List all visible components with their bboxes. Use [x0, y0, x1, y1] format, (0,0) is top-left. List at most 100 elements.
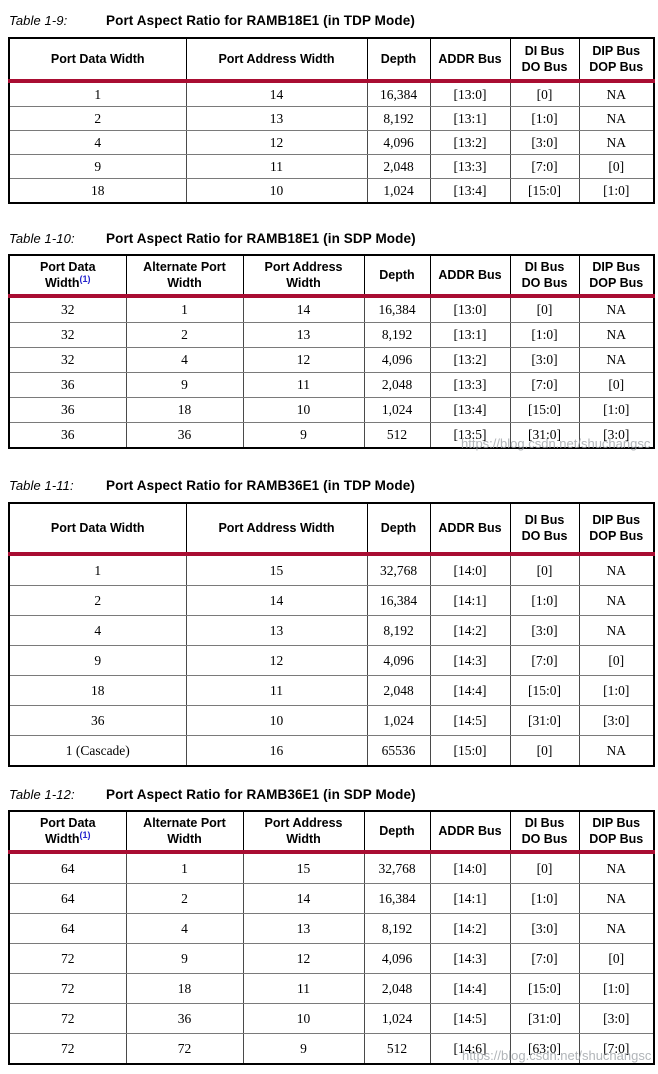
table-cell: [14:3]	[429, 943, 511, 974]
col-header-port-address-width: Port Address Width	[185, 37, 368, 83]
table-row: 64 1 15 32,768 [14:0] [0] NA	[8, 851, 655, 884]
col-header-alternate-port-width: Alternate Port Width	[125, 254, 244, 298]
col-header-depth: Depth	[363, 254, 431, 298]
table-cell: 10	[185, 705, 368, 736]
table-1-9-section: Table 1-9: Port Aspect Ratio for RAMB18E…	[8, 13, 655, 204]
table-cell: 36	[8, 422, 127, 449]
table-cell: [3:0]	[509, 130, 580, 155]
table-cell: [14:0]	[429, 553, 511, 586]
table-cell: [13:3]	[429, 154, 511, 179]
table-1-12-section: Table 1-12: Port Aspect Ratio for RAMB36…	[8, 787, 655, 1065]
col-header-port-data-width: Port Data Width	[8, 37, 187, 83]
table-cell: [3:0]	[509, 913, 580, 944]
table-cell: 1	[125, 851, 244, 884]
table-cell: [14:1]	[429, 585, 511, 616]
table-cell: [0]	[578, 154, 655, 179]
table-cell: 18	[8, 178, 187, 204]
table-cell: NA	[578, 130, 655, 155]
table-cell: [14:6]	[429, 1033, 511, 1065]
table-cell: 4,096	[366, 645, 431, 676]
table-1-10-section: Table 1-10: Port Aspect Ratio for RAMB18…	[8, 231, 655, 449]
table-cell: NA	[578, 585, 655, 616]
table-cell: 11	[185, 154, 368, 179]
table-cell: 1 (Cascade)	[8, 735, 187, 767]
table-cell: 72	[8, 1033, 127, 1065]
table-cell: NA	[578, 106, 655, 131]
table-cell: 16,384	[363, 295, 431, 323]
footnote-1-link[interactable]: (1)	[79, 829, 91, 840]
table-cell: 15	[242, 851, 365, 884]
col-header-dip-dop-bus: DIP Bus DOP Bus	[578, 810, 655, 854]
table-cell: [7:0]	[509, 154, 580, 179]
table-cell: 2,048	[363, 973, 431, 1004]
table-1-11-section: Table 1-11: Port Aspect Ratio for RAMB36…	[8, 478, 655, 767]
table-cell: [1:0]	[509, 322, 580, 348]
table-cell: [14:3]	[429, 645, 511, 676]
header-row: Port Data Width(1) Alternate Port Width …	[8, 810, 655, 854]
table-cell: 16,384	[363, 883, 431, 914]
table-cell: NA	[578, 295, 655, 323]
table-cell: NA	[578, 735, 655, 767]
table-row: 4 13 8,192 [14:2] [3:0] NA	[8, 615, 655, 646]
table-cell: 512	[363, 1033, 431, 1065]
col-header-di-do-bus: DI Bus DO Bus	[509, 502, 580, 556]
table-cell: [3:0]	[578, 422, 655, 449]
table-cell: 11	[242, 372, 365, 398]
table-cell: [0]	[509, 80, 580, 107]
table-cell: 15	[185, 553, 368, 586]
table-cell: 32,768	[363, 851, 431, 884]
col-header-dip-dop-bus: DIP Bus DOP Bus	[578, 254, 655, 298]
table-cell: 12	[242, 347, 365, 373]
table-cell: 65536	[366, 735, 431, 767]
col-header-addr-bus: ADDR Bus	[429, 254, 511, 298]
table-cell: [31:0]	[509, 705, 580, 736]
table-row: 9 11 2,048 [13:3] [7:0] [0]	[8, 154, 655, 179]
col-header-alternate-port-width: Alternate Port Width	[125, 810, 244, 854]
table-cell: 4	[125, 347, 244, 373]
table-cell: 4	[125, 913, 244, 944]
table-row: 72 72 9 512 [14:6] [63:0] [7:0]	[8, 1033, 655, 1065]
table-cell: 11	[242, 973, 365, 1004]
col-header-depth: Depth	[363, 810, 431, 854]
table-cell: 72	[8, 973, 127, 1004]
table-cell: 32,768	[366, 553, 431, 586]
table-1-10-caption: Table 1-10: Port Aspect Ratio for RAMB18…	[9, 231, 653, 246]
table-cell: [1:0]	[509, 106, 580, 131]
table-cell: 36	[125, 422, 244, 449]
col-header-port-data-width: Port Data Width	[8, 502, 187, 556]
footnote-1-link[interactable]: (1)	[79, 273, 91, 284]
table-cell: [14:4]	[429, 973, 511, 1004]
table-cell: [14:0]	[429, 851, 511, 884]
table-cell: [13:0]	[429, 80, 511, 107]
table-cell: 1	[125, 295, 244, 323]
table-row: 36 36 9 512 [13:5] [31:0] [3:0]	[8, 422, 655, 449]
table-cell: 64	[8, 913, 127, 944]
table-cell: [7:0]	[509, 645, 580, 676]
table-cell: 72	[8, 1003, 127, 1034]
table-1-12-label: Table 1-12:	[9, 787, 75, 802]
table-cell: [13:0]	[429, 295, 511, 323]
table-cell: 14	[242, 295, 365, 323]
table-cell: [1:0]	[578, 397, 655, 423]
table-cell: 2	[125, 883, 244, 914]
table-1-11: Port Data Width Port Address Width Depth…	[8, 502, 655, 767]
table-cell: 36	[8, 397, 127, 423]
table-cell: 16,384	[366, 80, 431, 107]
table-cell: 8,192	[366, 615, 431, 646]
table-cell: 13	[242, 913, 365, 944]
table-cell: 10	[242, 1003, 365, 1034]
table-row: 1 (Cascade) 16 65536 [15:0] [0] NA	[8, 735, 655, 767]
table-cell: [3:0]	[509, 347, 580, 373]
header-row: Port Data Width(1) Alternate Port Width …	[8, 254, 655, 298]
table-cell: 2,048	[366, 675, 431, 706]
table-row: 36 9 11 2,048 [13:3] [7:0] [0]	[8, 372, 655, 398]
table-cell: 16,384	[366, 585, 431, 616]
col-header-depth: Depth	[366, 37, 431, 83]
table-cell: 12	[185, 645, 368, 676]
table-row: 1 14 16,384 [13:0] [0] NA	[8, 80, 655, 107]
table-cell: 4,096	[366, 130, 431, 155]
table-row: 32 4 12 4,096 [13:2] [3:0] NA	[8, 347, 655, 373]
table-cell: 64	[8, 883, 127, 914]
